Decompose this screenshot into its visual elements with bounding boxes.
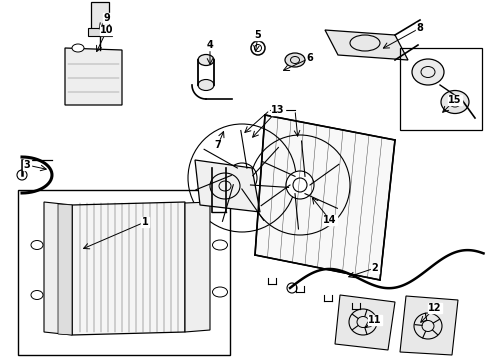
Text: 11: 11 [368, 315, 382, 325]
Circle shape [286, 171, 314, 199]
Circle shape [287, 283, 297, 293]
Polygon shape [65, 48, 122, 105]
Polygon shape [400, 296, 458, 355]
Text: 15: 15 [448, 95, 462, 105]
Bar [400, 48, 482, 130]
Polygon shape [195, 160, 260, 212]
Polygon shape [185, 202, 210, 332]
Ellipse shape [213, 240, 227, 250]
Ellipse shape [198, 54, 214, 66]
Polygon shape [335, 295, 395, 350]
Text: 14: 14 [323, 215, 337, 225]
Text: 1: 1 [142, 217, 148, 227]
Ellipse shape [285, 53, 305, 67]
Bar [91, 2, 109, 30]
Text: 6: 6 [307, 53, 314, 63]
Bar [88, 28, 112, 36]
Circle shape [227, 163, 257, 193]
Text: 8: 8 [416, 23, 423, 33]
Ellipse shape [198, 80, 214, 90]
Text: 4: 4 [207, 40, 213, 50]
Text: 9: 9 [103, 13, 110, 23]
Polygon shape [255, 115, 395, 280]
Ellipse shape [31, 240, 43, 249]
Text: 13: 13 [271, 105, 285, 115]
Polygon shape [58, 204, 72, 335]
Text: 10: 10 [100, 25, 114, 35]
Polygon shape [325, 30, 408, 60]
Polygon shape [72, 202, 185, 335]
Text: 5: 5 [255, 30, 261, 40]
Text: 2: 2 [371, 263, 378, 273]
Ellipse shape [31, 291, 43, 300]
Bar [18, 190, 230, 355]
Ellipse shape [72, 44, 84, 52]
Ellipse shape [441, 90, 469, 113]
Ellipse shape [412, 59, 444, 85]
Text: 3: 3 [24, 160, 30, 170]
Polygon shape [44, 202, 72, 335]
Ellipse shape [213, 287, 227, 297]
Text: 7: 7 [215, 140, 221, 150]
Text: 12: 12 [428, 303, 442, 313]
